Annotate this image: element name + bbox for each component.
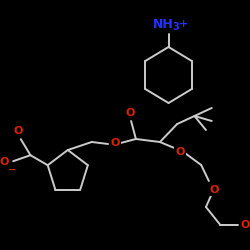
- Text: O: O: [0, 157, 9, 167]
- Text: O: O: [126, 108, 135, 118]
- Text: −: −: [8, 165, 16, 175]
- Text: O: O: [110, 138, 120, 148]
- Text: O: O: [240, 220, 250, 230]
- Text: +: +: [179, 19, 188, 29]
- Text: O: O: [175, 147, 185, 157]
- Text: 3: 3: [173, 22, 180, 32]
- Text: O: O: [210, 185, 219, 195]
- Text: O: O: [13, 126, 23, 136]
- Text: NH: NH: [153, 18, 174, 32]
